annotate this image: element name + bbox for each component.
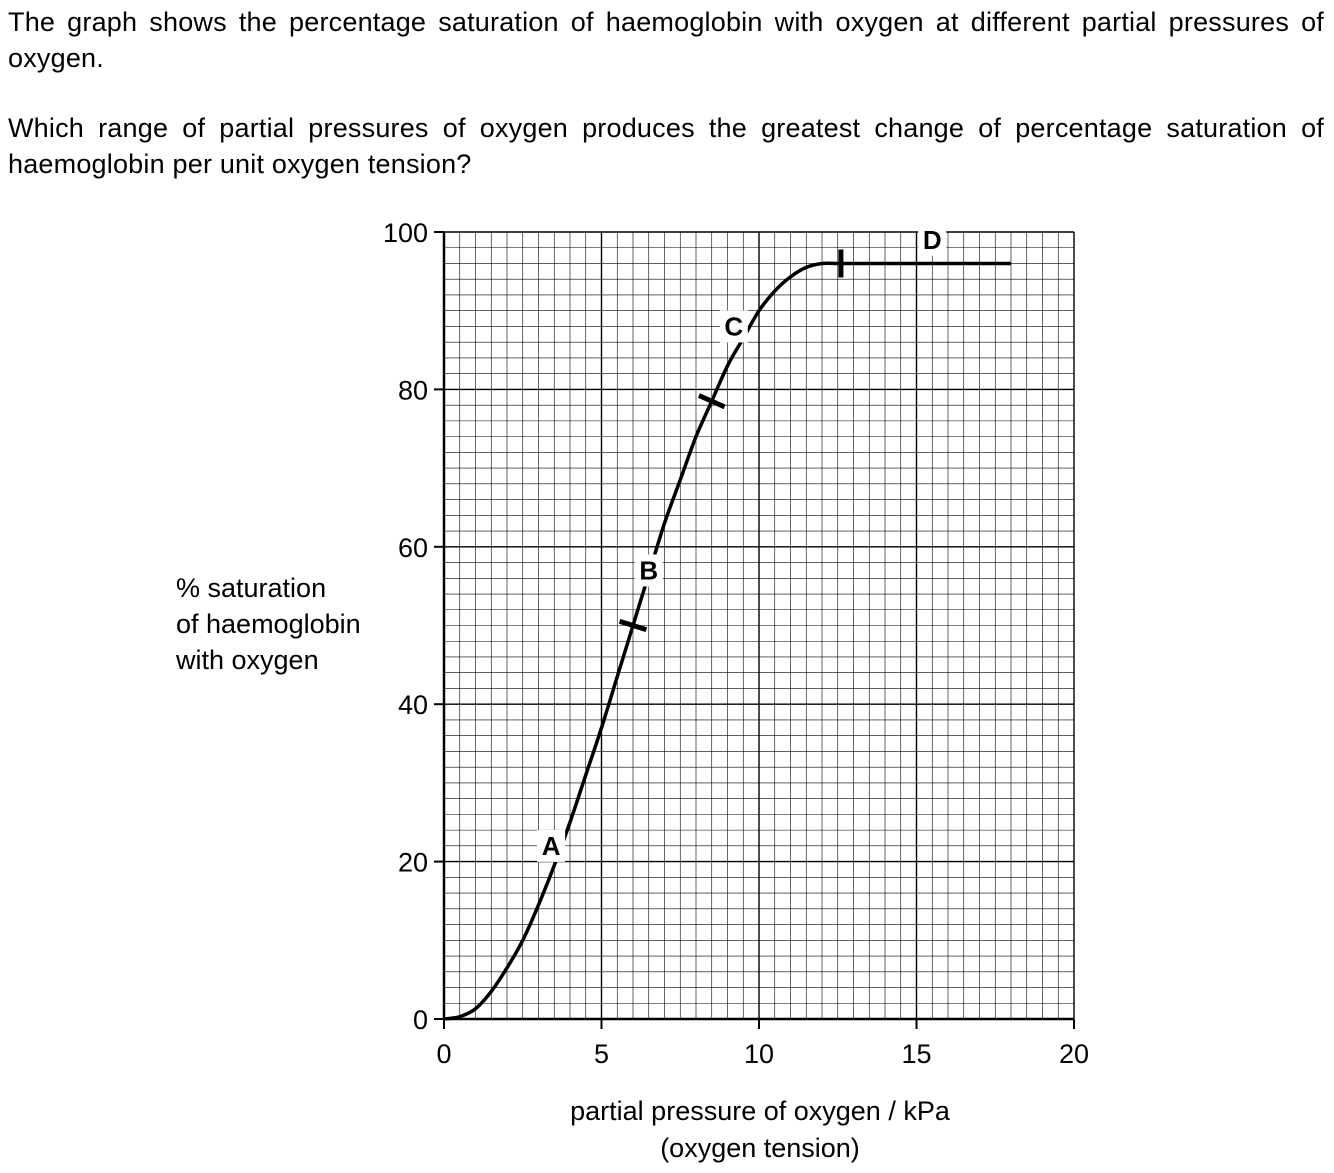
range-label-bg [719,310,748,343]
y-tick-label: 40 [398,690,428,720]
range-label-bg [537,829,566,862]
x-tick-label: 15 [901,1039,931,1069]
range-marker [618,618,648,633]
x-tick-label: 0 [436,1039,451,1069]
range-label-d: D [923,225,942,255]
y-tick-label: 80 [398,375,428,405]
y-tick-label: 20 [398,848,428,878]
range-label-bg [634,554,663,587]
y-axis-label-line-3: with oxygen [176,645,319,675]
question-intro: The graph shows the percentage saturatio… [8,7,1324,73]
x-axis-label-line-1: partial pressure of oxygen / kPa [570,1096,950,1126]
range-marker [697,393,726,410]
y-tick-label: 60 [398,533,428,563]
y-axis-label: % saturation of haemoglobin with oxygen [176,570,361,678]
x-axis-label-line-2: (oxygen tension) [660,1133,860,1163]
range-label-c: C [724,311,743,341]
axis-ticks: 0 5 10 15 20 0 20 40 60 80 100 [383,218,1089,1069]
x-tick-label: 20 [1059,1039,1089,1069]
y-tick-label: 0 [413,1005,428,1035]
y-tick-label: 100 [383,218,428,248]
range-label-bg [918,223,947,256]
range-markers [618,249,844,633]
range-label-b: B [639,555,658,585]
range-label-a: A [542,831,561,861]
x-tick-label: 10 [744,1039,774,1069]
y-axis-label-line-2: of haemoglobin [176,609,361,639]
y-axis-label-line-1: % saturation [176,573,327,603]
curve-layer [443,261,1011,1021]
saturation-curve [443,261,1011,1021]
range-labels: A B C D [537,223,947,862]
x-axis-label: partial pressure of oxygen / kPa (oxygen… [460,1093,1060,1167]
question-prompt: Which range of partial pressures of oxyg… [8,113,1324,179]
x-tick-label: 5 [594,1039,609,1069]
